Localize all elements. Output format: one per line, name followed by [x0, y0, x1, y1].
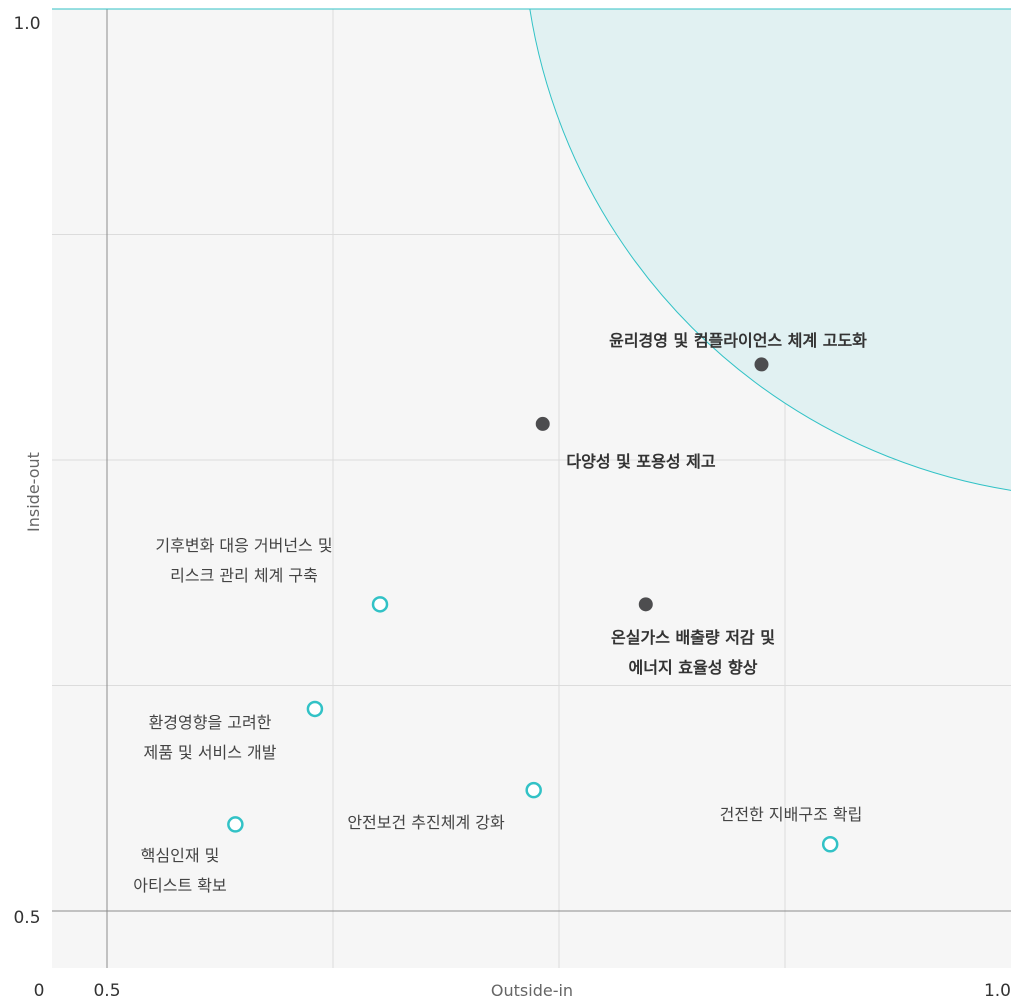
- point-label: 에너지 효율성 향상: [629, 658, 758, 677]
- point-label: 안전보건 추진체계 강화: [347, 813, 505, 832]
- filled-marker: [638, 597, 653, 612]
- point-label: 핵심인재 및: [141, 846, 220, 865]
- point-label: 제품 및 서비스 개발: [143, 743, 276, 762]
- point-label: 환경영향을 고려한: [149, 713, 272, 732]
- data-point: 안전보건 추진체계 강화: [347, 781, 542, 832]
- x-tick-label: 1.0: [984, 981, 1011, 1001]
- point-label: 리스크 관리 체계 구축: [170, 566, 318, 585]
- x-tick-label: 0: [34, 981, 45, 1001]
- data-point: 건전한 지배구조 확립: [720, 805, 863, 853]
- axes: [52, 8, 1011, 968]
- y-tick-label: 0.5: [13, 908, 40, 928]
- point-label: 기후변화 대응 거버넌스 및: [155, 536, 332, 555]
- point-label: 온실가스 배출량 저감 및: [611, 628, 775, 647]
- point-label: 다양성 및 포용성 제고: [566, 452, 715, 471]
- open-marker: [525, 781, 542, 799]
- open-marker: [227, 816, 244, 833]
- data-point: 윤리경영 및 컴플라이언스 체계 고도화: [609, 331, 867, 372]
- point-label: 건전한 지배구조 확립: [720, 805, 863, 824]
- x-tick-label: 0.5: [93, 981, 120, 1001]
- filled-marker: [535, 416, 550, 431]
- x-axis-title: Outside-in: [491, 981, 573, 1000]
- open-marker: [821, 836, 839, 853]
- highlight-region: [529, 9, 1011, 491]
- data-point: 다양성 및 포용성 제고: [535, 416, 716, 471]
- y-tick-label: 1.0: [13, 14, 40, 34]
- filled-marker: [754, 357, 769, 372]
- y-axis-title: Inside-out: [24, 452, 43, 532]
- point-label: 윤리경영 및 컴플라이언스 체계 고도화: [609, 331, 867, 350]
- open-marker: [306, 700, 324, 718]
- tick-labels: 1.0 0.5 0 0.5 1.0: [13, 14, 1011, 1001]
- open-marker: [371, 596, 389, 613]
- point-label: 아티스트 확보: [133, 876, 226, 895]
